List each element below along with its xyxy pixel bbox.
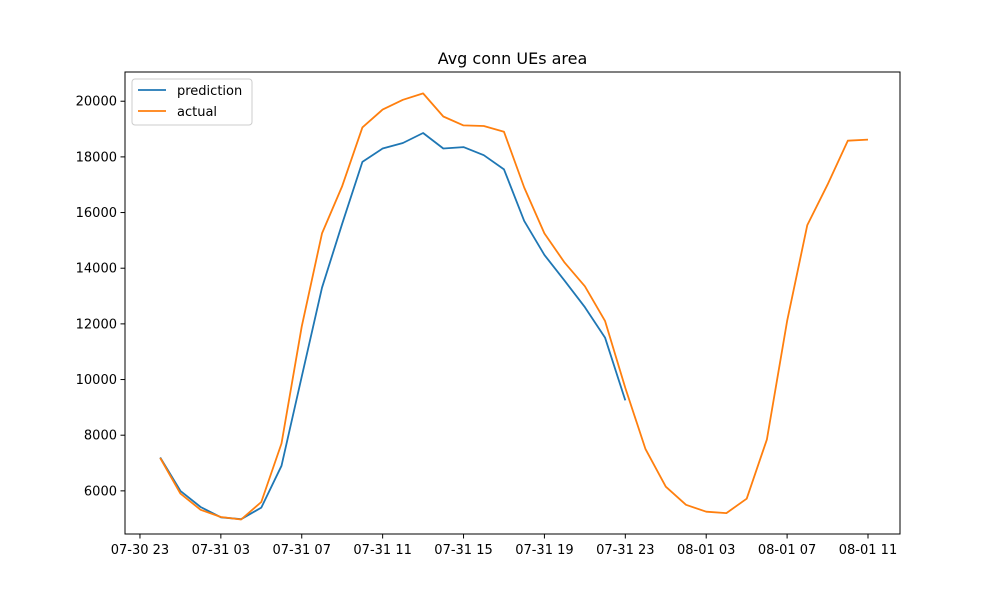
axes-layer <box>124 71 901 535</box>
x-tick-label: 07-31 03 <box>192 543 250 558</box>
y-axis: 6000 8000 10000 12000 14000 16000 18000 20000 <box>76 95 125 499</box>
y-tick-label: 18000 <box>76 150 117 165</box>
legend-label-prediction: prediction <box>177 84 242 99</box>
x-tick-label: 07-31 11 <box>353 543 411 558</box>
x-tick-label: 07-31 23 <box>596 543 654 558</box>
plot-area <box>125 72 900 534</box>
plot-frame <box>124 71 901 535</box>
chart-title: Avg conn UEs area <box>438 49 588 68</box>
x-tick-label: 07-31 19 <box>515 543 573 558</box>
y-tick-label: 14000 <box>76 262 117 277</box>
x-tick-label: 07-30 23 <box>111 543 169 558</box>
legend-label-actual: actual <box>177 105 217 120</box>
legend: prediction actual <box>131 78 253 126</box>
y-tick-label: 6000 <box>84 484 117 499</box>
x-axis: 07-30 23 07-31 03 07-31 07 07-31 11 07-31 15… <box>111 534 897 558</box>
x-tick-label: 07-31 15 <box>434 543 492 558</box>
y-tick-label: 12000 <box>76 317 117 332</box>
series-layer <box>159 92 869 521</box>
x-tick-label: 08-01 03 <box>677 543 735 558</box>
x-tick-label: 08-01 07 <box>758 543 816 558</box>
y-tick-label: 20000 <box>76 95 117 110</box>
y-tick-label: 8000 <box>84 429 117 444</box>
y-tick-label: 10000 <box>76 373 117 388</box>
x-tick-label: 08-01 11 <box>839 543 897 558</box>
series-line-actual <box>159 92 869 521</box>
x-tick-label: 07-31 07 <box>273 543 331 558</box>
y-tick-label: 16000 <box>76 206 117 221</box>
